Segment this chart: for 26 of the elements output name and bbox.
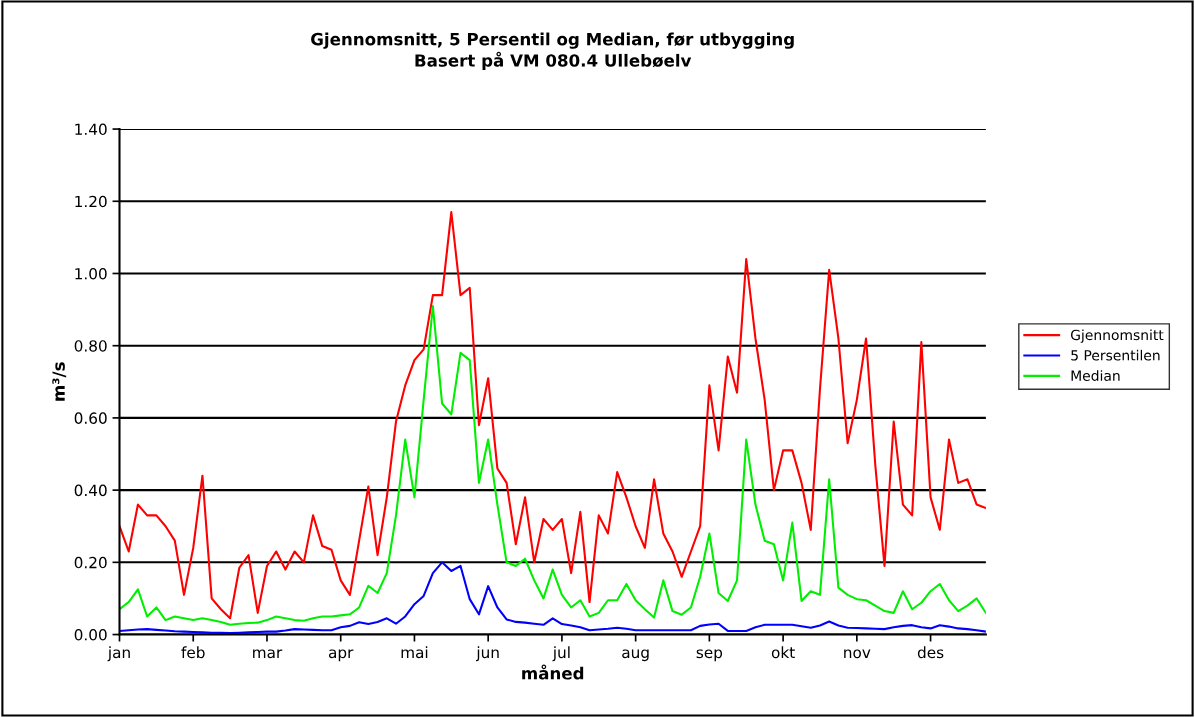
x-tick-label: des <box>917 646 944 659</box>
x-tick-label: okt <box>771 646 795 659</box>
x-tick-label: jun <box>476 646 499 662</box>
x-tick-label: apr <box>328 649 354 662</box>
legend-label: Gjennomsnitt <box>1070 329 1164 343</box>
y-axis-title: m³/s <box>52 362 67 401</box>
y-tick-label: 0.80 <box>74 340 107 352</box>
y-tick-label: 1.00 <box>75 267 107 280</box>
x-tick-label: aug <box>622 649 649 662</box>
x-tick-label: feb <box>181 646 205 659</box>
x-tick-label: nov <box>844 649 871 659</box>
x-tick-label: mai <box>401 646 428 659</box>
y-tick-label: 1.20 <box>75 195 107 208</box>
y-tick-label: 0.00 <box>74 629 107 641</box>
y-tick-label: 0.40 <box>74 484 107 497</box>
y-tick-label: 0.20 <box>74 556 107 569</box>
y-tick-label: 1.40 <box>75 123 107 136</box>
x-tick-label: jan <box>107 646 130 662</box>
x-axis-title: måned <box>522 664 584 680</box>
chart-title: Gjennomsnitt, 5 Persentil og Median, før utbygging Basert på VM 080.4 Ullebøelv <box>311 32 794 71</box>
x-tick-label: jul <box>552 646 570 662</box>
legend-label: 5 Persentilen <box>1071 349 1160 361</box>
x-tick-label: mar <box>253 649 283 659</box>
y-tick-label: 0.60 <box>74 412 107 424</box>
legend-label: Median <box>1071 370 1120 381</box>
x-tick-label: sep <box>696 649 723 662</box>
